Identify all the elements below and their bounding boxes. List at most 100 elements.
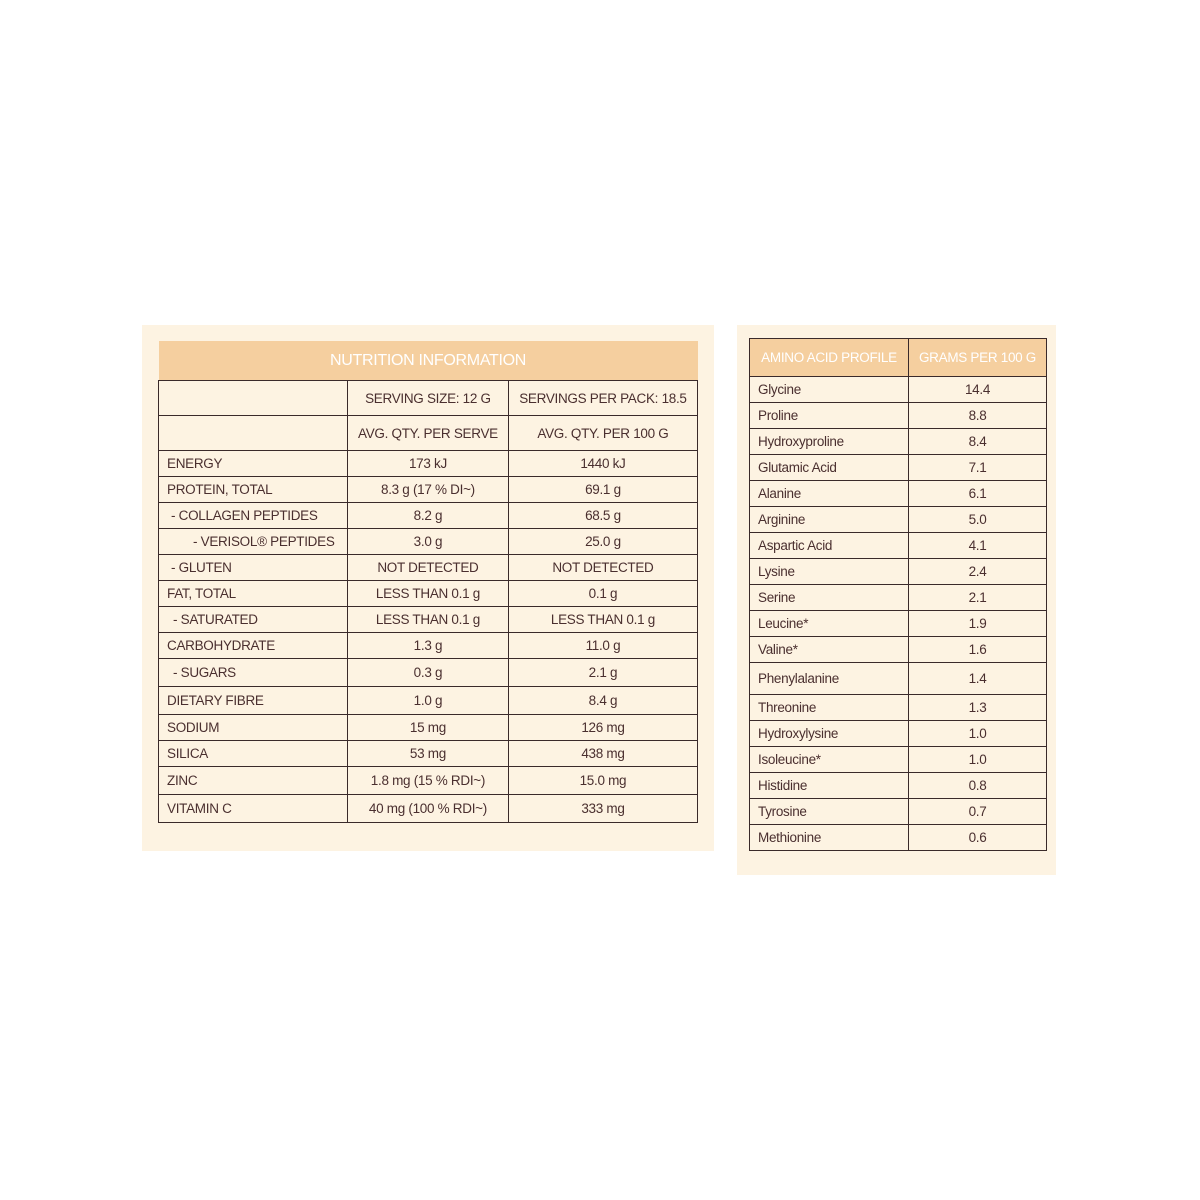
amino-name: Phenylalanine xyxy=(749,662,909,695)
nutrition-per100: 0.1 g xyxy=(507,580,699,607)
nutrition-serve: LESS THAN 0.1 g xyxy=(347,606,509,633)
nutrition-row: SILICA 53 mg 438 mg xyxy=(158,740,699,767)
amino-row: Alanine 6.1 xyxy=(749,480,1047,507)
nutrition-per100: 15.0 mg xyxy=(507,766,699,795)
amino-row: Glycine 14.4 xyxy=(749,376,1047,403)
nutrition-row: - SUGARS 0.3 g 2.1 g xyxy=(158,658,699,687)
nutrition-row: - SATURATED LESS THAN 0.1 g LESS THAN 0.1 … xyxy=(158,606,699,633)
amino-value: 1.4 xyxy=(908,662,1047,695)
col-per-100g: AVG. QTY. PER 100 G xyxy=(507,415,699,451)
nutrition-name: ENERGY xyxy=(158,450,348,477)
empty-cell xyxy=(158,380,348,416)
amino-name: Threonine xyxy=(749,694,909,721)
amino-name: Methionine xyxy=(749,824,909,851)
amino-row: Aspartic Acid 4.1 xyxy=(749,532,1047,559)
amino-value: 1.0 xyxy=(908,720,1047,747)
amino-row: Phenylalanine 1.4 xyxy=(749,662,1047,695)
amino-name: Valine* xyxy=(749,636,909,663)
nutrition-per100: 11.0 g xyxy=(507,632,699,659)
nutrition-name: CARBOHYDRATE xyxy=(158,632,348,659)
amino-value: 0.6 xyxy=(908,824,1047,851)
nutrition-per100: 2.1 g xyxy=(507,658,699,687)
nutrition-name: ZINC xyxy=(158,766,348,795)
nutrition-row: - COLLAGEN PEPTIDES 8.2 g 68.5 g xyxy=(158,502,699,529)
amino-value: 4.1 xyxy=(908,532,1047,559)
nutrition-serve: 40 mg (100 % RDI~) xyxy=(347,794,509,823)
nutrition-row: DIETARY FIBRE 1.0 g 8.4 g xyxy=(158,686,699,715)
nutrition-name: DIETARY FIBRE xyxy=(158,686,348,715)
empty-cell xyxy=(158,415,348,451)
amino-value: 2.1 xyxy=(908,584,1047,611)
amino-name: Hydroxyproline xyxy=(749,428,909,455)
nutrition-row: CARBOHYDRATE 1.3 g 11.0 g xyxy=(158,632,699,659)
nutrition-per100: 333 mg xyxy=(507,794,699,823)
amino-row: Hydroxyproline 8.4 xyxy=(749,428,1047,455)
nutrition-serve: 3.0 g xyxy=(347,528,509,555)
nutrition-serve: 8.3 g (17 % DI~) xyxy=(347,476,509,503)
amino-name: Proline xyxy=(749,402,909,429)
nutrition-name: FAT, TOTAL xyxy=(158,580,348,607)
nutrition-name: - SUGARS xyxy=(158,658,348,687)
nutrition-serve: LESS THAN 0.1 g xyxy=(347,580,509,607)
nutrition-serve: 0.3 g xyxy=(347,658,509,687)
amino-row: Lysine 2.4 xyxy=(749,558,1047,585)
nutrition-name: - COLLAGEN PEPTIDES xyxy=(158,502,348,529)
amino-name: Lysine xyxy=(749,558,909,585)
nutrition-serve: 173 kJ xyxy=(347,450,509,477)
amino-row: Histidine 0.8 xyxy=(749,772,1047,799)
amino-row: Hydroxylysine 1.0 xyxy=(749,720,1047,747)
amino-value: 8.8 xyxy=(908,402,1047,429)
nutrition-row: VITAMIN C 40 mg (100 % RDI~) 333 mg xyxy=(158,794,699,823)
nutrition-per100: 438 mg xyxy=(507,740,699,767)
nutrition-per100: 8.4 g xyxy=(507,686,699,715)
nutrition-name: VITAMIN C xyxy=(158,794,348,823)
amino-row: Threonine 1.3 xyxy=(749,694,1047,721)
nutrition-per100: NOT DETECTED xyxy=(507,554,699,581)
amino-name: Hydroxylysine xyxy=(749,720,909,747)
amino-row: Isoleucine* 1.0 xyxy=(749,746,1047,773)
amino-value: 1.0 xyxy=(908,746,1047,773)
nutrition-row: - GLUTEN NOT DETECTED NOT DETECTED xyxy=(158,554,699,581)
amino-row: Proline 8.8 xyxy=(749,402,1047,429)
amino-row: Tyrosine 0.7 xyxy=(749,798,1047,825)
nutrition-row: PROTEIN, TOTAL 8.3 g (17 % DI~) 69.1 g xyxy=(158,476,699,503)
amino-name: Leucine* xyxy=(749,610,909,637)
amino-value: 1.6 xyxy=(908,636,1047,663)
amino-table: AMINO ACID PROFILE GRAMS PER 100 G Glyci… xyxy=(749,338,1047,851)
nutrition-serve: 1.8 mg (15 % RDI~) xyxy=(347,766,509,795)
amino-name: Glycine xyxy=(749,376,909,403)
amino-value: 0.8 xyxy=(908,772,1047,799)
nutrition-name: - SATURATED xyxy=(158,606,348,633)
amino-value: 14.4 xyxy=(908,376,1047,403)
nutrition-serve: 53 mg xyxy=(347,740,509,767)
nutrition-serve: NOT DETECTED xyxy=(347,554,509,581)
nutrition-name: SODIUM xyxy=(158,714,348,741)
amino-name: Aspartic Acid xyxy=(749,532,909,559)
amino-name: Isoleucine* xyxy=(749,746,909,773)
amino-value: 2.4 xyxy=(908,558,1047,585)
servings-per-pack: SERVINGS PER PACK: 18.5 xyxy=(507,380,699,416)
amino-row: Leucine* 1.9 xyxy=(749,610,1047,637)
amino-value: 0.7 xyxy=(908,798,1047,825)
nutrition-per100: 1440 kJ xyxy=(507,450,699,477)
nutrition-title: NUTRITION INFORMATION xyxy=(158,341,698,381)
nutrition-table: NUTRITION INFORMATION SERVING SIZE: 12 G… xyxy=(158,341,699,823)
amino-panel: AMINO ACID PROFILE GRAMS PER 100 G Glyci… xyxy=(737,325,1056,875)
serving-size: SERVING SIZE: 12 G xyxy=(347,380,509,416)
amino-name: Glutamic Acid xyxy=(749,454,909,481)
amino-row: Glutamic Acid 7.1 xyxy=(749,454,1047,481)
amino-value: 6.1 xyxy=(908,480,1047,507)
nutrition-per100: LESS THAN 0.1 g xyxy=(507,606,699,633)
amino-name: Arginine xyxy=(749,506,909,533)
nutrition-serve: 1.0 g xyxy=(347,686,509,715)
nutrition-serve: 1.3 g xyxy=(347,632,509,659)
nutrition-row: - VERISOL® PEPTIDES 3.0 g 25.0 g xyxy=(158,528,699,555)
amino-value: 5.0 xyxy=(908,506,1047,533)
nutrition-name: - GLUTEN xyxy=(158,554,348,581)
nutrition-row: ZINC 1.8 mg (15 % RDI~) 15.0 mg xyxy=(158,766,699,795)
amino-value: 8.4 xyxy=(908,428,1047,455)
col-per-serve: AVG. QTY. PER SERVE xyxy=(347,415,509,451)
amino-row: Arginine 5.0 xyxy=(749,506,1047,533)
amino-value: 1.3 xyxy=(908,694,1047,721)
nutrition-panel: NUTRITION INFORMATION SERVING SIZE: 12 G… xyxy=(142,325,714,851)
